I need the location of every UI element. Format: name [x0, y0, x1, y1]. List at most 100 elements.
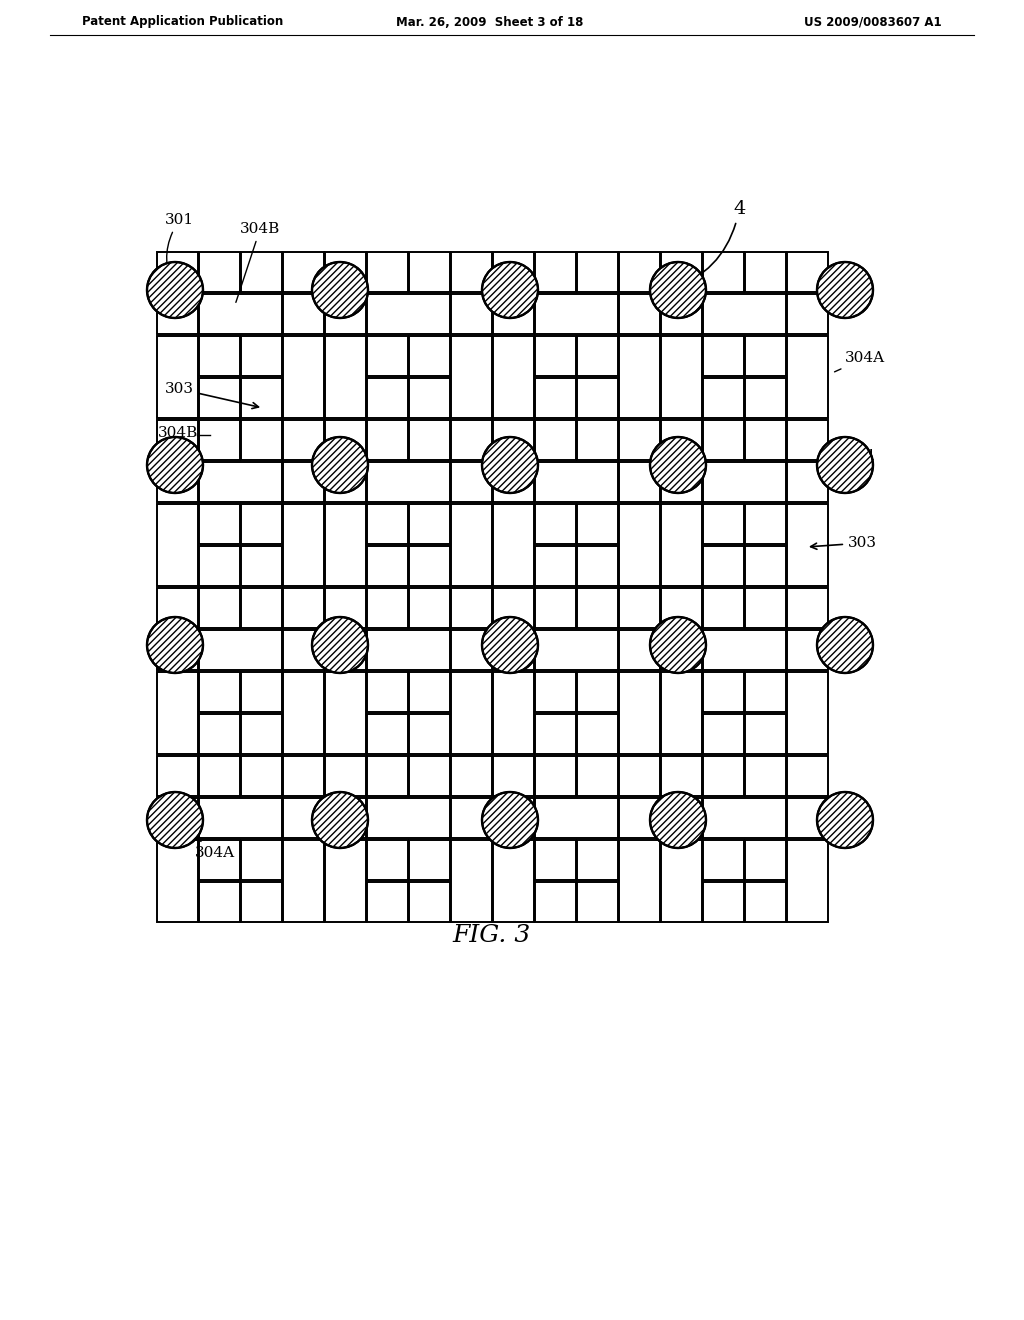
Bar [535, 840, 575, 880]
Circle shape [482, 437, 538, 492]
Circle shape [147, 616, 203, 673]
Bar [241, 587, 282, 628]
Bar [493, 672, 534, 754]
Bar [325, 335, 366, 418]
Bar [157, 462, 198, 502]
Text: 304A: 304A [177, 822, 236, 861]
Circle shape [147, 792, 203, 847]
Bar [199, 252, 240, 292]
Bar [451, 503, 492, 586]
Bar [241, 335, 282, 376]
Bar [745, 672, 785, 711]
Bar [787, 797, 827, 838]
Bar [577, 714, 617, 754]
Bar [787, 840, 827, 921]
Bar [367, 503, 408, 544]
Bar [157, 293, 198, 334]
Circle shape [817, 616, 873, 673]
Bar [325, 755, 366, 796]
Bar [409, 545, 450, 586]
Bar [577, 587, 617, 628]
Bar [367, 714, 408, 754]
Bar [325, 630, 366, 671]
Bar [157, 630, 198, 671]
Bar [745, 587, 785, 628]
Bar [199, 378, 240, 418]
Bar [745, 335, 785, 376]
Bar [157, 672, 198, 754]
Bar [367, 335, 408, 376]
Bar [577, 335, 617, 376]
Bar [535, 587, 575, 628]
Bar [451, 755, 492, 796]
Bar [787, 293, 827, 334]
Bar [493, 630, 534, 671]
Bar [157, 252, 198, 292]
Bar [367, 882, 408, 921]
Bar [535, 503, 575, 544]
Bar [577, 672, 617, 711]
Bar [577, 503, 617, 544]
Bar [618, 252, 659, 292]
Text: 303: 303 [811, 536, 877, 550]
Bar [535, 755, 575, 796]
Bar [577, 378, 617, 418]
Bar [493, 587, 534, 628]
Bar [787, 503, 827, 586]
Bar [367, 755, 408, 796]
Bar [241, 840, 282, 880]
Bar [703, 503, 743, 544]
Bar [451, 252, 492, 292]
Text: Patent Application Publication: Patent Application Publication [82, 16, 284, 29]
Bar [199, 630, 282, 671]
Circle shape [482, 792, 538, 847]
Bar [618, 840, 659, 921]
Text: 301: 301 [848, 449, 878, 463]
Bar [662, 252, 701, 292]
Bar [283, 503, 324, 586]
Bar [325, 503, 366, 586]
Bar [199, 420, 240, 459]
Bar [745, 252, 785, 292]
Bar [199, 882, 240, 921]
Bar [409, 252, 450, 292]
Text: 304B: 304B [236, 222, 281, 302]
Bar [367, 420, 408, 459]
Bar [703, 714, 743, 754]
Bar [199, 840, 240, 880]
Bar [493, 293, 534, 334]
Circle shape [817, 792, 873, 847]
Bar [535, 545, 575, 586]
Circle shape [482, 616, 538, 673]
Bar [577, 420, 617, 459]
Bar [241, 378, 282, 418]
Bar [451, 335, 492, 418]
Bar [367, 545, 408, 586]
Bar [662, 293, 701, 334]
Bar [409, 378, 450, 418]
Bar [325, 252, 366, 292]
Circle shape [312, 616, 368, 673]
Text: 303: 303 [165, 381, 258, 409]
Bar [535, 672, 575, 711]
Circle shape [650, 261, 706, 318]
Bar [367, 672, 408, 711]
Bar [409, 755, 450, 796]
Bar [283, 587, 324, 628]
Bar [745, 840, 785, 880]
Bar [199, 672, 240, 711]
Bar [367, 378, 408, 418]
Bar [662, 797, 701, 838]
Bar [325, 462, 366, 502]
Bar [451, 797, 492, 838]
Bar [535, 797, 617, 838]
Bar [703, 335, 743, 376]
Bar [241, 420, 282, 459]
Bar [703, 840, 743, 880]
Bar [703, 755, 743, 796]
Bar [157, 840, 198, 921]
Circle shape [147, 261, 203, 318]
Bar [283, 293, 324, 334]
Bar [157, 503, 198, 586]
Bar [451, 293, 492, 334]
